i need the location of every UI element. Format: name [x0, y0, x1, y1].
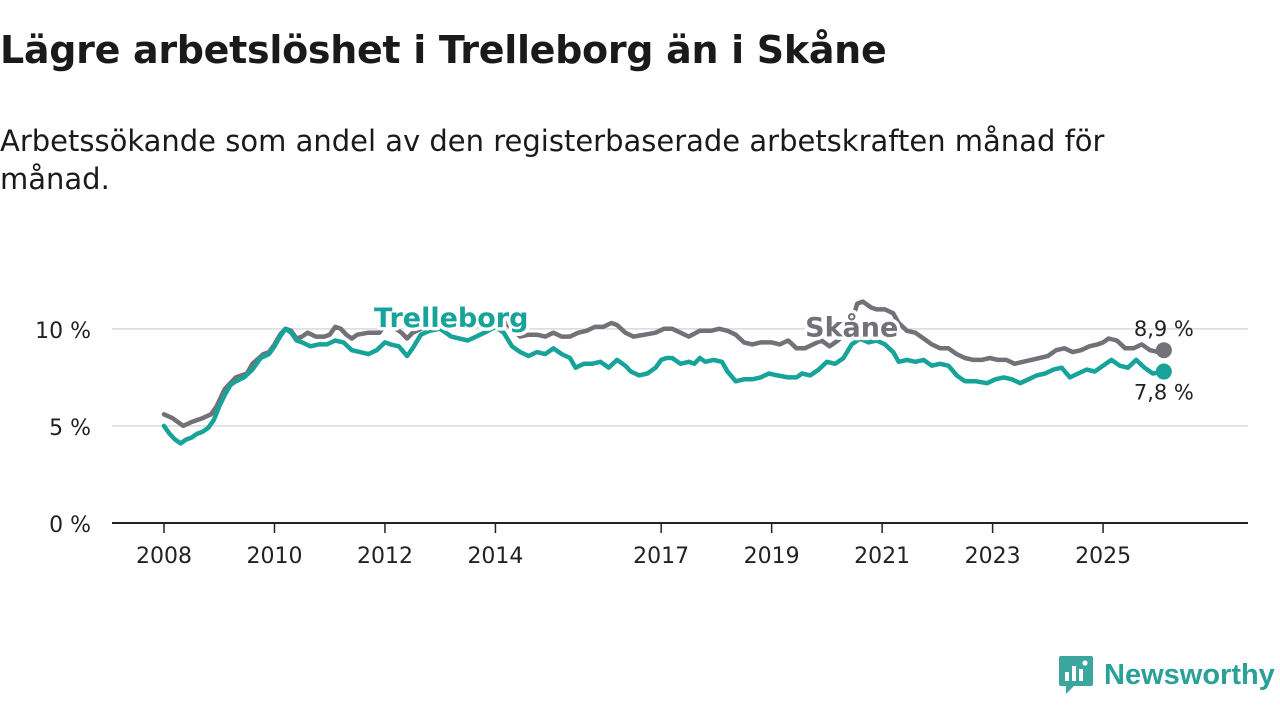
- y-tick-label: 0 %: [49, 513, 91, 538]
- brand-name: Newsworthy: [1104, 658, 1275, 691]
- newsworthy-logo-icon: [1059, 656, 1093, 694]
- chart-title: Lägre arbetslöshet i Trelleborg än i Skå…: [0, 28, 887, 72]
- x-tick-label: 2010: [246, 544, 302, 569]
- series-line-sk-ne: [161, 299, 1167, 429]
- x-tick-label: 2012: [357, 544, 413, 569]
- y-tick-label: 5 %: [49, 416, 91, 441]
- x-tick-label: 2021: [854, 544, 910, 569]
- chart-subtitle: Arbetssökande som andel av den registerb…: [0, 124, 1105, 196]
- series-label-sk-ne: Skåne: [805, 312, 898, 344]
- x-tick-label: 2014: [467, 544, 523, 569]
- x-tick-label: 2019: [744, 544, 800, 569]
- series-end-label: 8,9 %: [1134, 317, 1194, 341]
- brand[interactable]: Newsworthy: [1058, 654, 1275, 696]
- series-line-trelleborg: [161, 324, 1167, 446]
- series-end-point: [1155, 342, 1172, 359]
- y-tick-label: 10 %: [35, 319, 91, 344]
- x-tick-label: 2023: [965, 544, 1021, 569]
- series-end-point: [1155, 363, 1172, 380]
- series-end-label: 7,8 %: [1134, 381, 1194, 405]
- x-tick-label: 2017: [633, 544, 689, 569]
- series-label-trelleborg: Trelleborg: [374, 303, 528, 334]
- x-tick-label: 2008: [136, 544, 192, 569]
- x-tick-label: 2025: [1075, 544, 1131, 569]
